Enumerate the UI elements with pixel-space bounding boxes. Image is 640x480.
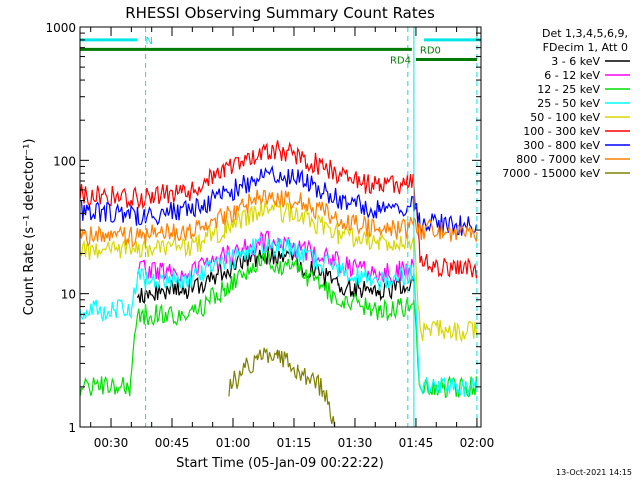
- x-tick-label: 00:30: [94, 436, 129, 450]
- flag-label-rd0: RD0: [420, 45, 441, 56]
- legend-label-100-300-kev: 100 - 300 keV: [523, 125, 600, 138]
- x-tick-label: 02:00: [460, 436, 495, 450]
- x-tick-label: 00:45: [155, 436, 190, 450]
- y-tick-label: 1000: [45, 21, 76, 35]
- y-tick-label: 10: [61, 288, 76, 302]
- chart-title: RHESSI Observing Summary Count Rates: [125, 4, 435, 22]
- legend-label-3-6-kev: 3 - 6 keV: [551, 55, 600, 68]
- x-tick-label: 01:00: [216, 436, 251, 450]
- legend-header-2: FDecim 1, Att 0: [543, 41, 628, 54]
- series-300-800-kev: [80, 165, 478, 236]
- y-tick-label: 1: [68, 421, 76, 435]
- flag-label-n: N: [145, 36, 152, 47]
- plot-frame: [79, 26, 482, 428]
- axes-layer: 1 10 100 1000 00:30 00:45 01:00 01:15 01:30 01:45…: [45, 21, 494, 450]
- x-tick-label: 01:30: [338, 436, 373, 450]
- flag-label-rd4: RD4: [390, 56, 411, 67]
- y-axis-label: Count Rate (s⁻¹ detector⁻¹): [22, 139, 37, 316]
- legend-label-25-50-kev: 25 - 50 keV: [537, 97, 600, 110]
- series-3-6-kev: [136, 246, 415, 305]
- series-12-25-kev: [79, 249, 478, 399]
- x-tick-label: 01:45: [399, 436, 434, 450]
- x-axis-label: Start Time (05-Jan-09 00:22:22): [176, 456, 384, 471]
- legend-label-800-7000-kev: 800 - 7000 keV: [516, 153, 600, 166]
- series-800-7000-kev: [79, 189, 478, 248]
- legend-label-12-25-kev: 12 - 25 keV: [537, 83, 600, 96]
- y-tick-label: 100: [53, 154, 76, 168]
- legend-label-50-100-kev: 50 - 100 keV: [530, 111, 600, 124]
- legend-header-1: Det 1,3,4,5,6,9,: [542, 27, 628, 40]
- legend-label-6-12-kev: 6 - 12 keV: [544, 69, 600, 82]
- series-25-50-kev: [79, 235, 478, 397]
- series-100-300-kev: [79, 140, 478, 279]
- footer-date: 13-Oct-2021 14:15: [556, 468, 632, 477]
- flags-layer: N RD0 RD4: [80, 27, 481, 427]
- series-7000-15000-kev: [228, 347, 336, 428]
- legend-label-300-800-kev: 300 - 800 keV: [523, 139, 600, 152]
- legend-label-7000-15000-kev: 7000 - 15000 keV: [502, 167, 600, 180]
- series-layer: [79, 140, 478, 428]
- x-tick-label: 01:15: [277, 436, 312, 450]
